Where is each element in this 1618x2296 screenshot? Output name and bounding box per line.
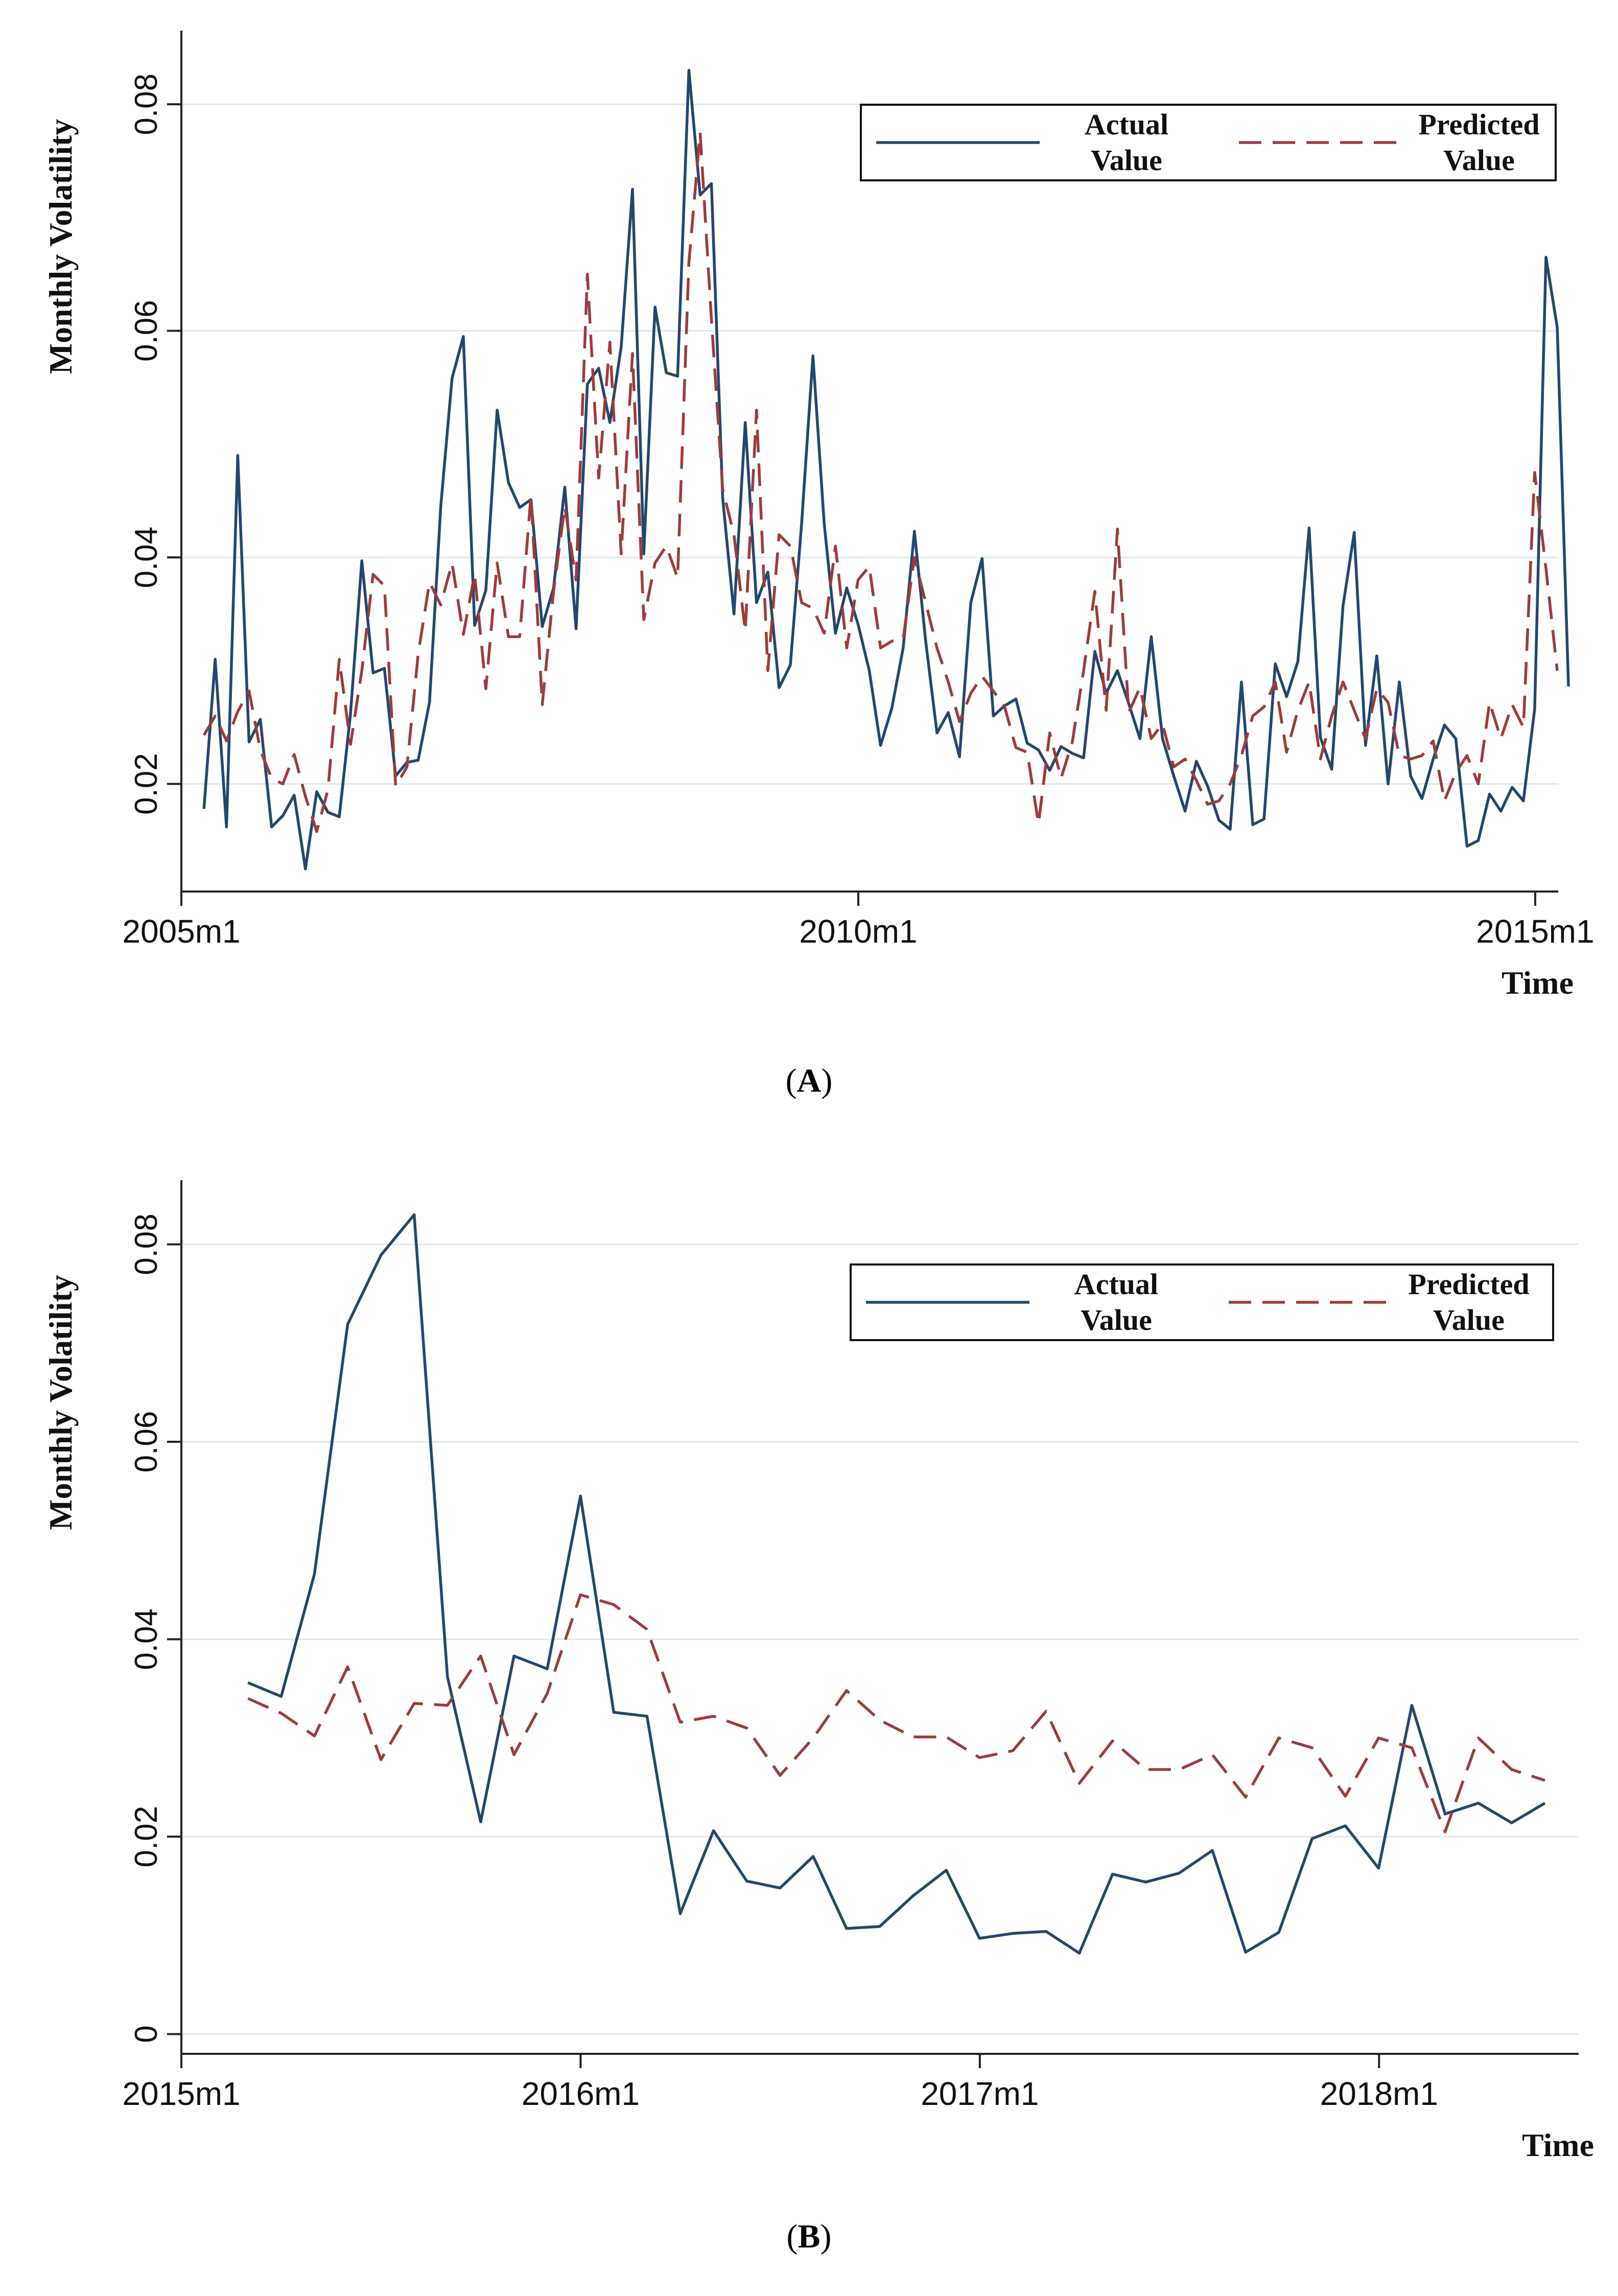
- legend-actual-label: Value: [1081, 1303, 1152, 1337]
- caption-a: (A): [785, 1062, 833, 1099]
- x-tick-label: 2015m1: [122, 2075, 240, 2112]
- legend-actual-label: Value: [1091, 144, 1162, 177]
- y-tick-label: 0.08: [129, 1213, 164, 1275]
- y-tick-label: 0.04: [129, 1608, 164, 1670]
- x-tick-label: 2010m1: [799, 913, 917, 950]
- legend-predicted-label: Value: [1433, 1303, 1505, 1337]
- legend-predicted-label: Value: [1443, 144, 1515, 177]
- x-tick-label: 2018m1: [1320, 2075, 1438, 2112]
- chart-panel-b: 0 0.02 0.04 0.06 0.08 2015m1 2016m1 2017m1 2018m…: [0, 1160, 1618, 2182]
- predicted-value-line: [247, 1593, 1545, 1834]
- legend-predicted-label: Predicted: [1418, 108, 1539, 141]
- x-tick-label: 2016m1: [522, 2075, 640, 2112]
- predicted-value-line: [202, 131, 1559, 833]
- y-tick-label: 0.08: [129, 74, 164, 135]
- legend-predicted-label: Predicted: [1408, 1268, 1529, 1301]
- x-axis-title: Time: [1522, 2127, 1594, 2163]
- chart-panel-a: 0.02 0.04 0.06 0.08 2005m1 2010m1 2015m1 Monthl…: [0, 0, 1618, 1022]
- y-tick-label: 0.06: [129, 300, 164, 362]
- y-axis-title: Monthly Volatility: [42, 1275, 79, 1530]
- chart-b: 0 0.02 0.04 0.06 0.08 2015m1 2016m1 2017m1 2018m…: [42, 1180, 1594, 2163]
- actual-value-line: [202, 68, 1570, 871]
- y-tick-label: 0.02: [129, 1806, 164, 1868]
- x-tick-label: 2005m1: [122, 913, 240, 950]
- x-tick-label: 2017m1: [921, 2075, 1039, 2112]
- y-tick-label: 0.04: [129, 527, 164, 589]
- y-axis-title: Monthly Volatility: [42, 119, 79, 374]
- x-axis-title: Time: [1502, 965, 1574, 1001]
- y-tick-label: 0: [129, 2025, 164, 2043]
- legend-actual-label: Actual: [1074, 1268, 1158, 1301]
- actual-value-line: [247, 1213, 1546, 1955]
- legend-actual-label: Actual: [1085, 108, 1168, 141]
- chart-a: 0.02 0.04 0.06 0.08 2005m1 2010m1 2015m1 Monthl…: [42, 31, 1594, 1001]
- y-tick-label: 0.02: [129, 753, 164, 815]
- caption-b: (B): [786, 2218, 832, 2255]
- y-tick-label: 0.06: [129, 1411, 164, 1473]
- x-tick-label: 2015m1: [1476, 913, 1594, 950]
